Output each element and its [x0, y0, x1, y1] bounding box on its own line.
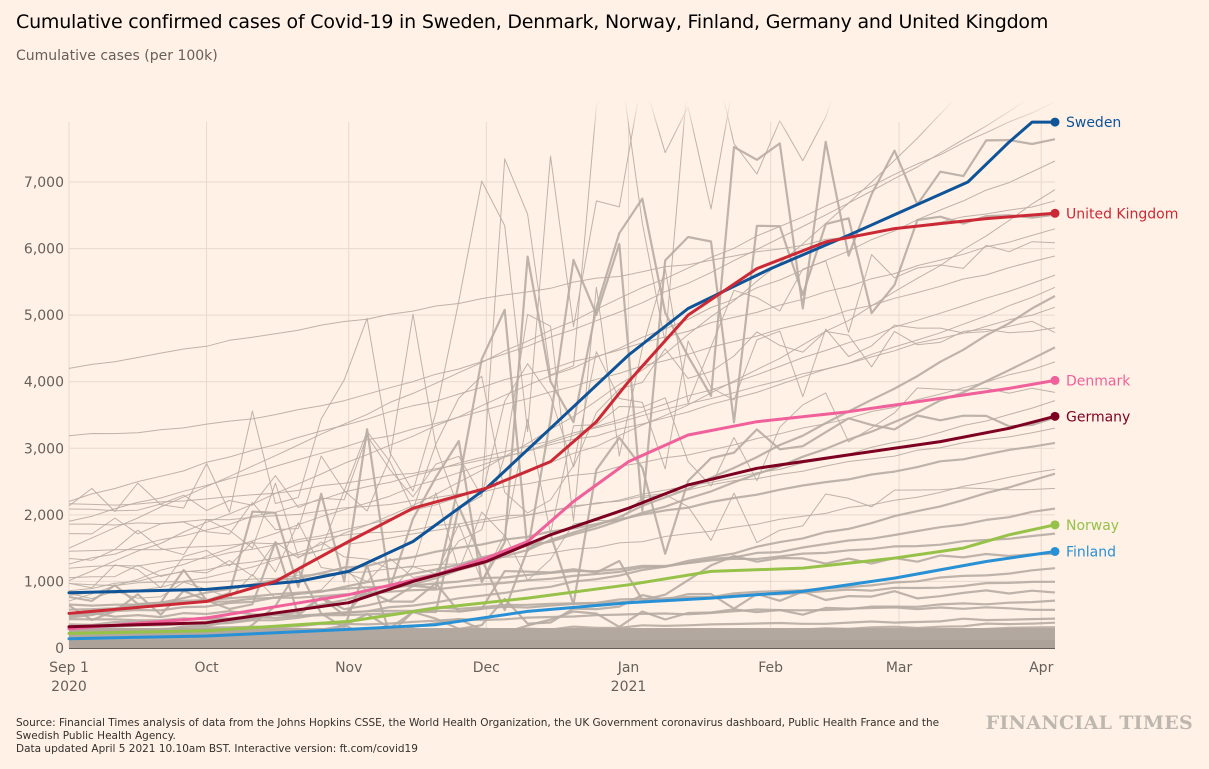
series-label-united-kingdom: United Kingdom [1066, 206, 1178, 222]
x-tick-label: Mar [886, 660, 913, 676]
context-line [69, 427, 1056, 592]
y-axis: 0 1,000 2,000 3,000 4,000 5,000 6,000 7,000 [24, 175, 64, 657]
low-value-band [69, 640, 1055, 648]
x-tick-label: Apr [1029, 660, 1053, 676]
context-line [69, 387, 1056, 579]
y-tick-label: 2,000 [24, 508, 64, 524]
context-line [69, 189, 1056, 569]
series-line-united-kingdom [67, 211, 1057, 615]
x-axis: Sep 1 2020 Oct Nov Dec Jan 2021 Feb Mar Apr [49, 648, 1055, 695]
gridlines [68, 122, 1055, 648]
context-line [69, 327, 1056, 512]
series-label-germany: Germany [1066, 409, 1130, 425]
series-label-denmark: Denmark [1066, 373, 1131, 389]
series-labels: Sweden United Kingdom Denmark Germany Norway… [1050, 115, 1178, 560]
y-tick-label: 0 [55, 641, 64, 657]
series-endpoint-denmark [1050, 375, 1060, 385]
context-line [69, 241, 1056, 589]
y-tick-label: 3,000 [24, 441, 64, 457]
y-tick-label: 1,000 [24, 574, 64, 590]
context-line [69, 346, 1056, 616]
x-tick-label: Oct [194, 660, 219, 676]
context-lines [69, 100, 1056, 648]
series-endpoint-germany [1050, 411, 1060, 421]
ft-logo: FINANCIAL TIMES [985, 712, 1193, 734]
series-line-norway [67, 523, 1057, 635]
source-note: Source: Financial Times analysis of data… [16, 717, 976, 756]
x-tick-label: Nov [335, 660, 362, 676]
context-line [69, 100, 833, 561]
highlight-series [67, 120, 1057, 641]
x-tick-label: Feb [758, 660, 783, 676]
context-line [69, 138, 1056, 606]
x-tick-year-label: 2020 [51, 679, 87, 695]
series-line-finland [67, 550, 1057, 641]
chart-title: Cumulative confirmed cases of Covid-19 i… [16, 11, 1049, 33]
context-line [69, 100, 731, 513]
context-line [69, 101, 1056, 549]
context-line [69, 507, 1056, 607]
series-endpoint-norway [1050, 520, 1060, 530]
series-endpoint-sweden [1050, 117, 1060, 127]
source-line-1: Source: Financial Times analysis of data… [16, 717, 940, 729]
y-tick-label: 6,000 [24, 242, 64, 258]
context-line [69, 160, 1056, 582]
series-endpoint-united-kingdom [1050, 208, 1060, 218]
baseline-band [69, 628, 1055, 648]
series-endpoint-finland [1050, 546, 1060, 556]
context-line [69, 274, 1056, 602]
y-tick-label: 4,000 [24, 375, 64, 391]
chart-subtitle: Cumulative cases (per 100k) [16, 48, 218, 64]
context-line [69, 295, 1056, 636]
series-line-sweden [67, 120, 1057, 595]
context-line [69, 228, 1056, 502]
y-tick-label: 7,000 [24, 175, 64, 191]
source-line-3: Data updated April 5 2021 10.10am BST. I… [16, 743, 418, 755]
context-line [69, 306, 1056, 565]
context-line [69, 213, 1056, 622]
x-tick-year-label: 2021 [611, 679, 647, 695]
context-line [69, 400, 1056, 552]
context-line [69, 100, 956, 596]
series-label-norway: Norway [1066, 518, 1119, 534]
source-line-2: Swedish Public Health Agency. [16, 730, 176, 742]
series-line-germany [67, 414, 1057, 629]
series-label-finland: Finland [1066, 544, 1116, 560]
context-line [69, 472, 1056, 630]
x-tick-label: Sep 1 [49, 660, 89, 676]
series-line-denmark [67, 378, 1057, 631]
context-line [69, 255, 1056, 522]
y-tick-label: 5,000 [24, 308, 64, 324]
x-tick-label: Dec [473, 660, 500, 676]
context-line [69, 286, 1056, 506]
context-line [69, 361, 1056, 526]
x-tick-label: Jan [617, 660, 640, 676]
series-label-sweden: Sweden [1066, 115, 1121, 131]
